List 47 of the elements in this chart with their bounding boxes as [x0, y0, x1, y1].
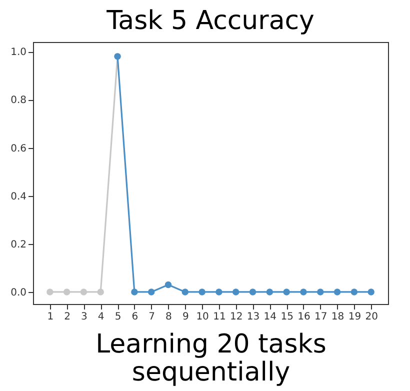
y-tick-label: 0.8 [10, 95, 26, 106]
x-tick-label: 10 [196, 312, 209, 322]
point [334, 288, 341, 296]
x-tick-label: 7 [148, 312, 156, 322]
x-axis-title: Learning 20 tasks sequentially [96, 330, 326, 388]
point [216, 288, 222, 296]
x-tick-label: 14 [264, 312, 277, 322]
y-tick-label: 0.6 [10, 143, 26, 154]
y-tick-label: 0.4 [10, 191, 26, 202]
y-tick-label: 0.2 [10, 239, 26, 250]
x-tick-label: 13 [246, 312, 260, 322]
y-tick-label: 0.0 [10, 287, 26, 298]
x-tick-label: 15 [280, 312, 294, 322]
x-tick-label: 16 [298, 312, 310, 322]
point [232, 288, 240, 296]
x-tick-label: 9 [182, 312, 189, 322]
point [46, 288, 54, 296]
point [80, 288, 88, 296]
point [131, 288, 138, 296]
x-tick-label: 2 [64, 312, 70, 322]
point [350, 288, 358, 296]
point [182, 288, 188, 296]
point [249, 288, 256, 296]
point [317, 288, 324, 296]
x-tick-label: 3 [81, 312, 88, 322]
point [97, 288, 104, 296]
x-tick-label: 6 [132, 312, 138, 322]
x-tick-label: 18 [331, 312, 344, 322]
point [283, 288, 290, 296]
x-tick-label: 8 [166, 312, 172, 322]
y-tick-label: 1.0 [10, 47, 26, 58]
chart-title: Task 5 Accuracy [106, 6, 314, 36]
point [368, 288, 374, 296]
point [266, 288, 274, 296]
point [300, 288, 307, 296]
point [63, 288, 70, 296]
x-tick-label: 19 [348, 312, 362, 322]
x-tick-label: 4 [98, 312, 104, 322]
point [198, 288, 206, 296]
x-tick-label: 20 [365, 312, 378, 322]
point [164, 281, 172, 288]
x-tick-label: 17 [314, 312, 328, 322]
x-tick-label: 12 [230, 312, 243, 322]
point [148, 288, 155, 296]
x-tick-label: 5 [114, 312, 122, 322]
x-tick-label: 11 [213, 312, 226, 322]
x-tick-label: 1 [47, 312, 54, 322]
